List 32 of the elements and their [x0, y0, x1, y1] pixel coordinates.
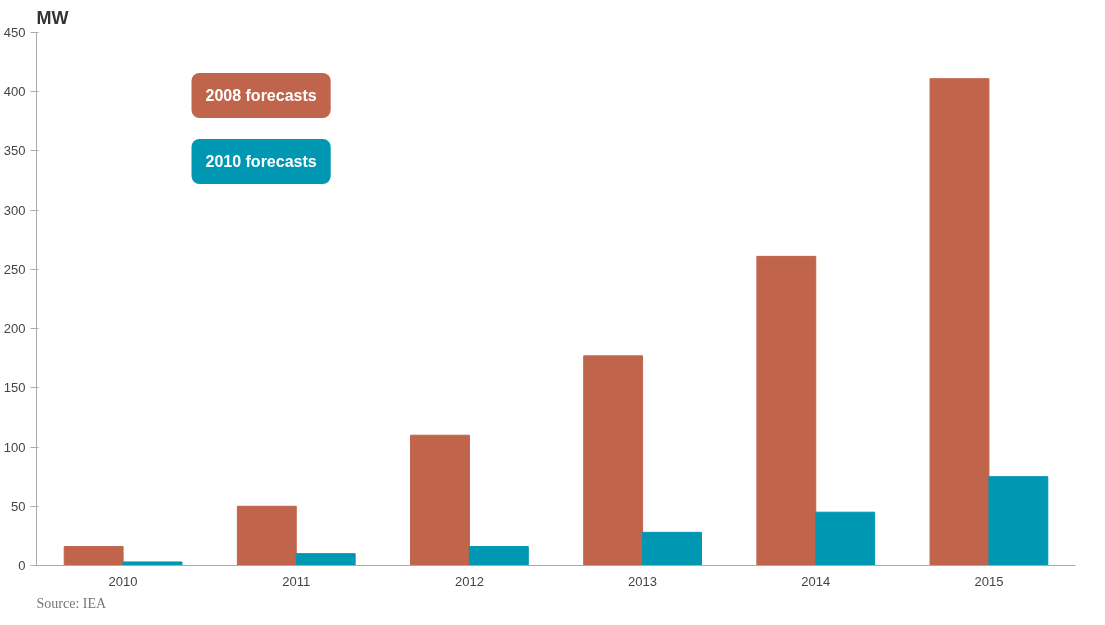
y-tick-label: 150 — [3, 380, 26, 396]
y-tick-label: 250 — [3, 261, 26, 277]
x-tick-label: 2010 — [108, 573, 138, 589]
x-tick-label: 2015 — [974, 573, 1004, 589]
bar — [122, 561, 183, 566]
bar — [295, 553, 356, 566]
y-tick-label: 50 — [11, 498, 26, 514]
y-tick-label: 450 — [3, 25, 26, 40]
x-tick-label: 2013 — [628, 573, 658, 589]
text: 2010 forecasts — [205, 153, 317, 170]
y-tick-label: 400 — [3, 84, 26, 100]
bar — [468, 546, 529, 566]
bar — [642, 531, 702, 566]
source-note: Source: IEA — [36, 595, 107, 611]
bar — [63, 546, 124, 566]
bar — [929, 78, 990, 566]
y-tick-label: 200 — [3, 321, 26, 337]
y-axis-title: MW — [36, 7, 69, 28]
bar — [236, 505, 297, 566]
x-tick-label: 2012 — [454, 573, 484, 589]
x-tick-label: 2014 — [801, 573, 831, 589]
y-tick-label: 100 — [3, 439, 26, 455]
y-tick-label: 350 — [3, 143, 26, 159]
text: 2008 forecasts — [205, 87, 317, 104]
y-tick-label: 300 — [3, 202, 26, 218]
bar — [756, 255, 817, 566]
y-tick-label: 0 — [18, 558, 26, 573]
bar — [410, 434, 470, 566]
bar — [815, 511, 876, 566]
x-tick-label: 2011 — [282, 573, 311, 589]
bar — [583, 355, 644, 566]
bar — [988, 476, 1049, 566]
